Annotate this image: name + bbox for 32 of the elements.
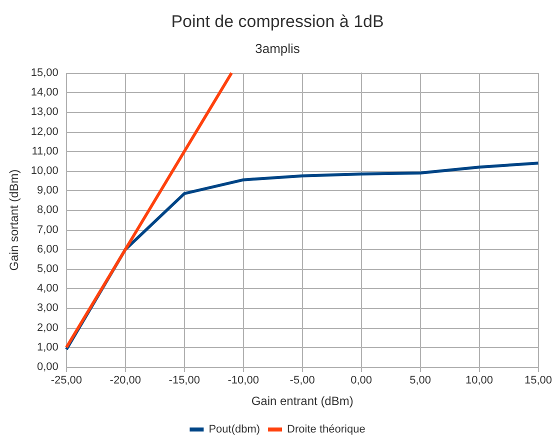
x-tick-label: 5,00 — [410, 374, 431, 386]
y-tick-label: 7,00 — [37, 224, 58, 236]
y-tick-label: 4,00 — [37, 282, 58, 295]
y-tick-label: 0,00 — [37, 361, 58, 373]
x-tick-label: -10,00 — [228, 374, 259, 386]
y-tick-label: 9,00 — [37, 184, 58, 197]
y-tick-label: 6,00 — [37, 243, 58, 256]
y-tick-label: 8,00 — [37, 204, 58, 216]
y-tick-label: 2,00 — [37, 322, 58, 334]
x-tick-label: -25,00 — [50, 374, 82, 386]
y-tick-label: 12,00 — [30, 126, 58, 138]
y-tick-label: 1,00 — [37, 341, 58, 354]
x-tick-label: 0,00 — [350, 374, 372, 386]
y-tick-label: 11,00 — [32, 145, 58, 158]
x-tick-label: 10,00 — [465, 374, 494, 386]
y-tick-label: 14,00 — [30, 86, 58, 99]
x-axis-title: Gain entrant (dBm) — [251, 394, 354, 408]
y-tick-label: 3,00 — [37, 302, 58, 314]
legend-label: Pout(dbm) — [208, 424, 260, 436]
y-tick-label: 5,00 — [37, 263, 58, 275]
y-tick-label: 15,00 — [30, 67, 58, 79]
x-tick-label: -5,00 — [290, 374, 315, 386]
chart-subtitle: 3amplis — [255, 41, 300, 56]
chart-title: Point de compression à 1dB — [171, 12, 384, 31]
legend-label: Droite théorique — [287, 424, 366, 436]
line-series — [64, 72, 234, 349]
y-axis-title: Gain sortant (dBm) — [7, 169, 21, 271]
y-tick-label: 10,00 — [30, 165, 58, 177]
x-tick-label: 15,00 — [524, 374, 552, 386]
x-tick-label: -15,00 — [168, 374, 200, 386]
y-tick-label: 13,00 — [30, 106, 58, 118]
x-tick-label: -20,00 — [110, 374, 142, 386]
